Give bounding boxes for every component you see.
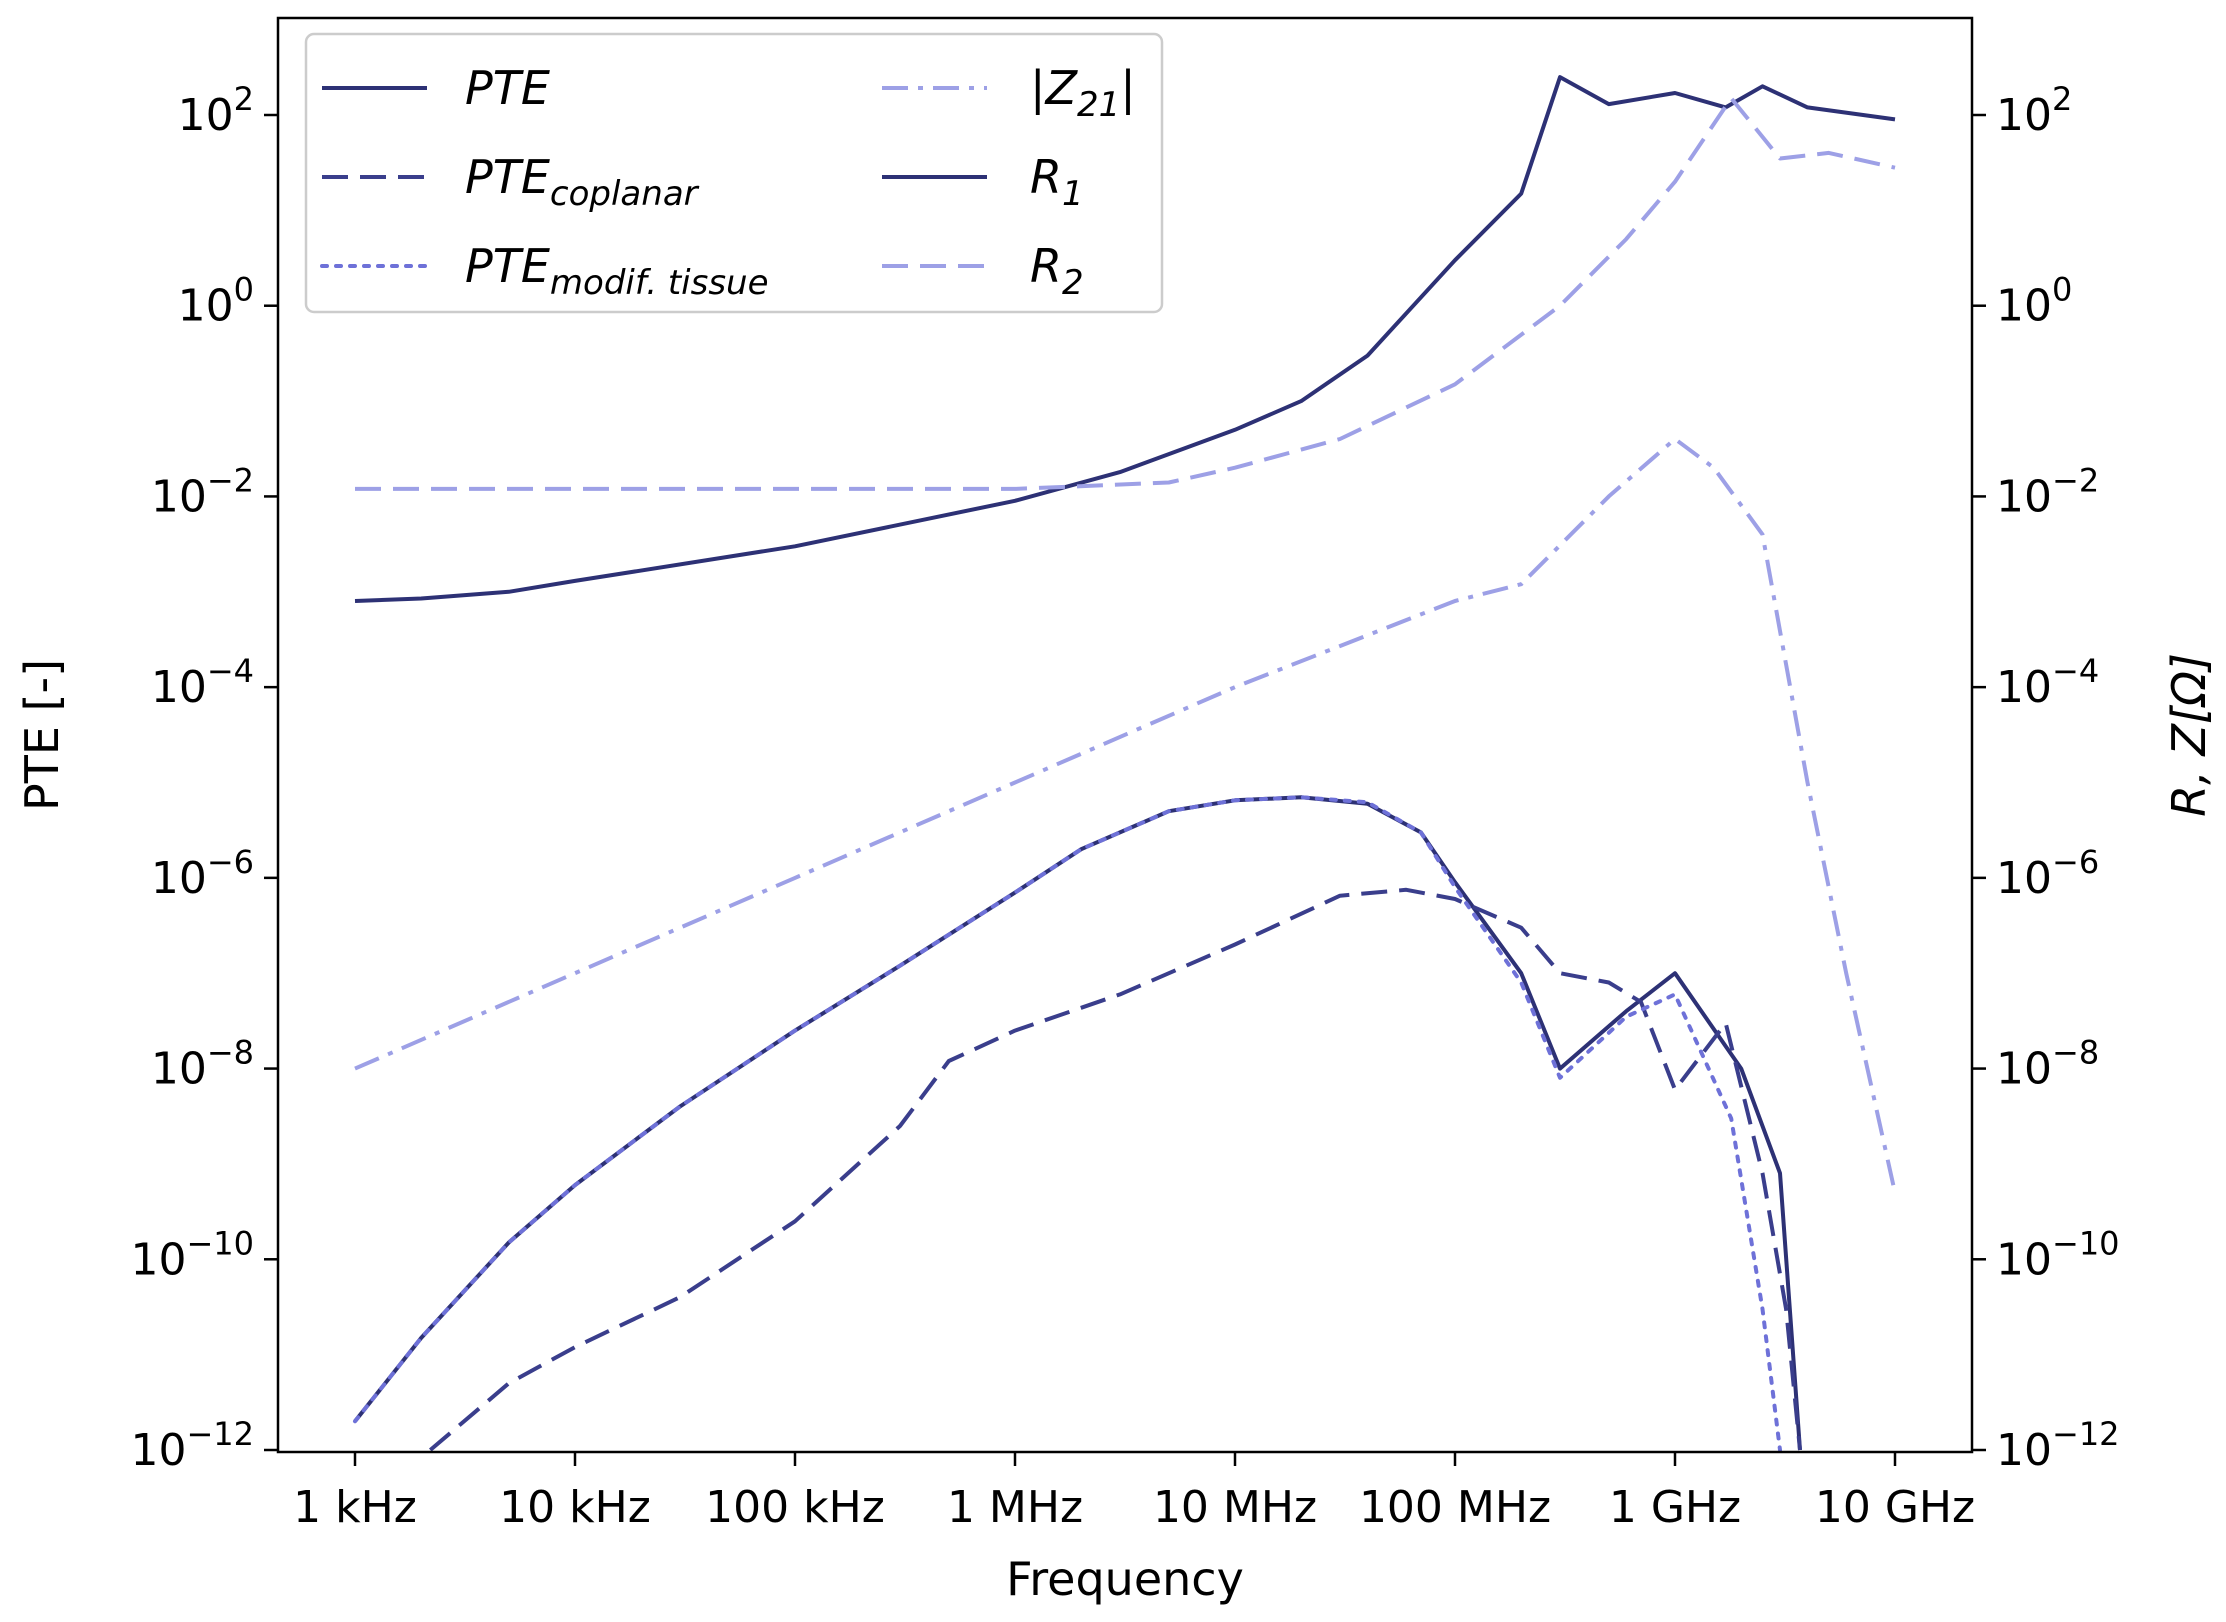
series-z21 <box>354 437 1897 1194</box>
y-tick-base: 10 <box>151 471 207 522</box>
x-tick-label: 10 kHz <box>499 1482 651 1533</box>
x-tick-label: 10 MHz <box>1153 1482 1317 1533</box>
y-tick-label: 10−6 <box>151 843 254 904</box>
y-tick-label: 100 <box>1996 271 2072 332</box>
y-axis-right-title: R, Z[Ω] <box>2162 653 2216 817</box>
y-tick-exponent: 0 <box>2052 271 2072 309</box>
x-axis-title: Frequency <box>1006 1552 1244 1606</box>
y-tick-label: 10−2 <box>1996 461 2099 522</box>
y-tick-exponent: −4 <box>207 652 254 690</box>
series-lines <box>353 75 1897 1452</box>
y-tick-base: 10 <box>178 281 234 332</box>
y-tick-base: 10 <box>1996 1234 2052 1285</box>
legend-label-r2: R2 <box>1030 239 1084 303</box>
series-pte_coplanar <box>429 887 1802 1452</box>
y-tick-label: 102 <box>178 80 254 141</box>
legend-label-r1: R1 <box>1030 150 1084 214</box>
y-tick-label: 10−4 <box>151 652 254 713</box>
x-tick-label: 100 kHz <box>705 1482 885 1533</box>
x-tick-label: 1 GHz <box>1609 1482 1741 1533</box>
y-tick-label: 10−10 <box>1996 1224 2120 1285</box>
y-tick-label: 10−12 <box>130 1415 254 1476</box>
y-tick-exponent: −12 <box>186 1415 254 1453</box>
x-tick-label: 1 MHz <box>947 1482 1083 1533</box>
y-tick-label: 10−4 <box>1996 652 2099 713</box>
y-tick-base: 10 <box>1996 471 2052 522</box>
y-tick-label: 10−12 <box>1996 1415 2120 1476</box>
y-tick-exponent: −8 <box>207 1034 254 1072</box>
y-tick-exponent: −10 <box>2052 1224 2120 1262</box>
x-axis: 1 kHz 10 kHz 100 kHz 1 MHz 10 MHz 100 MHz 1 GH… <box>293 1452 1975 1533</box>
series-r2 <box>355 96 1896 491</box>
y-tick-exponent: −2 <box>207 461 254 499</box>
legend-label-pte_coplanar: PTEcoplanar <box>465 150 700 214</box>
y-tick-exponent: 0 <box>234 271 254 309</box>
legend-box <box>304 32 1164 314</box>
y-tick-label: 100 <box>178 271 254 332</box>
y-tick-exponent: −6 <box>2052 843 2099 881</box>
y-tick-exponent: −6 <box>207 843 254 881</box>
y-axis-left-title: PTE [-] <box>15 659 69 811</box>
y-tick-base: 10 <box>178 90 234 141</box>
y-tick-base: 10 <box>1996 1425 2052 1476</box>
series-r1 <box>354 75 1896 603</box>
plot-frame <box>276 16 1974 1454</box>
y-tick-exponent: −10 <box>186 1224 254 1262</box>
y-tick-base: 10 <box>130 1425 186 1476</box>
x-tick-label: 1 kHz <box>293 1482 417 1533</box>
y-tick-base: 10 <box>130 1234 186 1285</box>
y-tick-base: 10 <box>151 853 207 904</box>
y-tick-label: 10−10 <box>130 1224 254 1285</box>
y-tick-base: 10 <box>151 1044 207 1095</box>
y-tick-base: 10 <box>1996 853 2052 904</box>
legend: PTE PTEcoplanar PTEmodif. tissue |Z21| R1 R2 <box>304 32 1164 314</box>
y-tick-exponent: −4 <box>2052 652 2099 690</box>
y-tick-exponent: 2 <box>234 80 254 118</box>
series-pte <box>353 795 1802 1451</box>
y-tick-base: 10 <box>1996 1044 2052 1095</box>
legend-label-pte_modif: PTEmodif. tissue <box>465 239 769 303</box>
y-tick-label: 10−8 <box>1996 1034 2099 1095</box>
x-tick-label: 100 MHz <box>1359 1482 1551 1533</box>
x-tick-label: 10 GHz <box>1815 1482 1975 1533</box>
y-tick-label: 10−8 <box>151 1034 254 1095</box>
legend-label-z21: |Z21| <box>1030 61 1136 125</box>
y-tick-base: 10 <box>1996 281 2052 332</box>
legend-label-pte: PTE <box>465 61 550 115</box>
y-tick-exponent: −12 <box>2052 1415 2120 1453</box>
y-tick-label: 10−2 <box>151 461 254 522</box>
y-tick-base: 10 <box>151 662 207 713</box>
y-tick-label: 102 <box>1996 80 2072 141</box>
y-tick-exponent: −2 <box>2052 461 2099 499</box>
y-tick-base: 10 <box>1996 90 2052 141</box>
y-tick-exponent: 2 <box>2052 80 2072 118</box>
y-tick-label: 10−6 <box>1996 843 2099 904</box>
y-tick-base: 10 <box>1996 662 2052 713</box>
y-tick-exponent: −8 <box>2052 1034 2099 1072</box>
